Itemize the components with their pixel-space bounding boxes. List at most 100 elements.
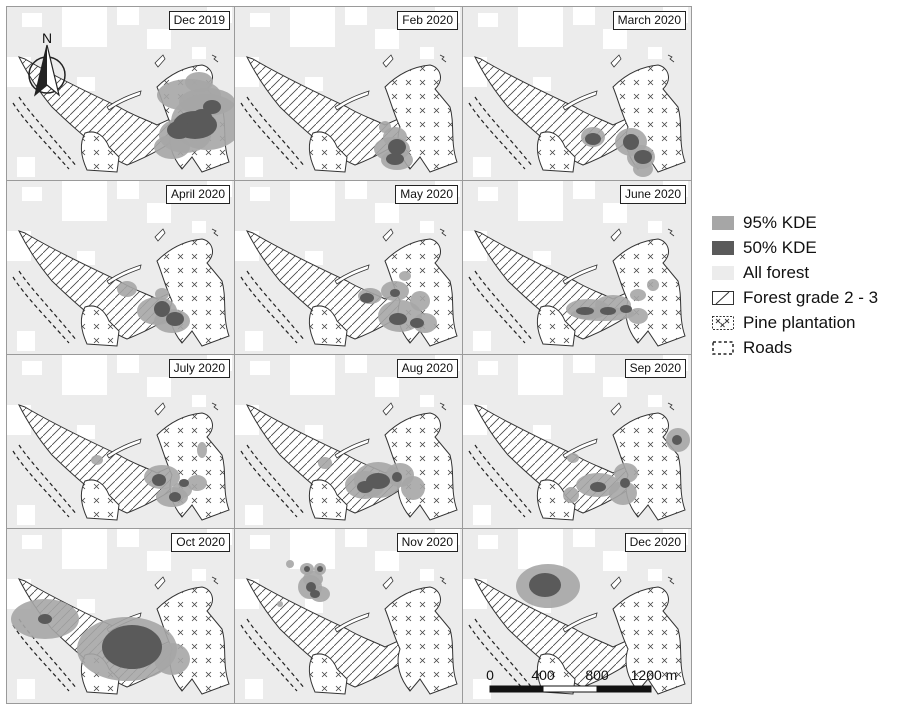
non-forest-area — [603, 203, 627, 223]
road — [240, 444, 306, 518]
non-forest-area — [305, 599, 323, 613]
panel-date-label: April 2020 — [165, 185, 230, 204]
pine-plantation-area — [308, 305, 348, 347]
non-forest-area — [250, 535, 270, 549]
tick-mark — [211, 402, 219, 411]
kde95-area — [399, 271, 411, 281]
kde50-area — [306, 582, 316, 592]
non-forest-area — [375, 203, 399, 223]
pine-plantation-area — [80, 479, 120, 521]
non-forest-area — [62, 181, 107, 221]
kde95-area — [197, 442, 207, 458]
kde95-area — [277, 601, 283, 607]
non-forest-area — [478, 535, 498, 549]
non-forest-area — [473, 331, 491, 351]
kde50-area — [392, 472, 402, 482]
sand-spit — [106, 90, 142, 111]
map-panel: Aug 2020 — [234, 354, 464, 530]
sand-spit — [562, 264, 598, 285]
islet — [382, 402, 394, 416]
map-canvas — [235, 355, 460, 525]
kde95-area — [154, 135, 190, 159]
road — [12, 270, 78, 344]
tick-mark — [211, 54, 219, 63]
kde50-area — [390, 289, 400, 297]
kde95-area — [117, 281, 137, 297]
legend-item-pine: Pine plantation — [712, 310, 878, 335]
non-forest-area — [22, 535, 42, 549]
non-forest-area — [305, 77, 323, 91]
legend-label: All forest — [743, 262, 810, 282]
kde50-area — [192, 109, 212, 125]
non-forest-area — [345, 181, 367, 199]
kde95-area — [91, 455, 103, 465]
non-forest-area — [573, 181, 595, 199]
pine-plantation-area — [308, 131, 348, 173]
kde50-area — [360, 293, 374, 303]
legend-item-forest: All forest — [712, 260, 878, 285]
map-panel: March 2020 — [462, 6, 692, 182]
north-label: N — [42, 30, 52, 46]
dashed-swatch — [712, 340, 734, 355]
road — [468, 270, 534, 344]
legend-item-kde95: 95% KDE — [712, 210, 878, 235]
non-forest-area — [250, 361, 270, 375]
kde50-area — [389, 313, 407, 325]
map-panel: Dec 2020 — [462, 528, 692, 704]
panel-date-label: Sep 2020 — [624, 359, 686, 378]
legend-label: Roads — [743, 337, 793, 357]
tick-mark — [667, 228, 675, 237]
kde95-area — [154, 643, 190, 675]
kde95-area — [155, 288, 169, 300]
non-forest-area — [17, 331, 35, 351]
panel-date-label: Feb 2020 — [397, 11, 458, 30]
kde50-area — [634, 150, 652, 164]
tick-mark — [439, 402, 447, 411]
map-canvas — [463, 7, 688, 177]
islet — [154, 576, 166, 590]
panel-date-label: May 2020 — [395, 185, 458, 204]
non-forest-area — [518, 181, 563, 221]
non-forest-area — [518, 355, 563, 395]
non-forest-area — [22, 187, 42, 201]
kde95-area — [630, 289, 646, 301]
road — [12, 96, 78, 170]
kde95-area — [410, 291, 430, 311]
non-forest-area — [290, 181, 335, 221]
non-forest-area — [22, 361, 42, 375]
pine-plantation-area — [308, 653, 348, 695]
non-forest-area — [117, 181, 139, 199]
non-forest-area — [147, 203, 171, 223]
scale-tick-label: 400 — [531, 667, 555, 683]
kde95-area — [563, 487, 579, 503]
map-panel: June 2020 — [462, 180, 692, 356]
non-forest-area — [147, 377, 171, 397]
non-forest-area — [147, 29, 171, 49]
map-canvas — [7, 181, 232, 351]
non-forest-area — [22, 13, 42, 27]
non-forest-area — [192, 395, 206, 407]
kde50-area — [167, 121, 191, 139]
map-canvas — [235, 181, 460, 351]
non-forest-area — [305, 251, 323, 265]
legend-label: 95% KDE — [743, 212, 817, 232]
kde50-area — [154, 301, 170, 317]
tick-mark — [211, 228, 219, 237]
non-forest-area — [603, 551, 627, 571]
non-forest-area — [77, 251, 95, 265]
kde50-area — [317, 566, 323, 572]
road — [468, 444, 534, 518]
non-forest-area — [245, 679, 263, 699]
hatch-swatch — [712, 290, 734, 305]
tick-mark — [667, 402, 675, 411]
non-forest-area — [77, 599, 95, 613]
panel-date-label: Nov 2020 — [396, 533, 458, 552]
non-forest-area — [478, 187, 498, 201]
pine-plantation-area — [536, 131, 576, 173]
sand-spit — [562, 612, 598, 633]
sand-spit — [334, 438, 370, 459]
map-canvas: N — [7, 7, 235, 177]
non-forest-area — [17, 157, 35, 177]
non-forest-area — [648, 221, 662, 233]
map-panel: Feb 2020 — [234, 6, 464, 182]
